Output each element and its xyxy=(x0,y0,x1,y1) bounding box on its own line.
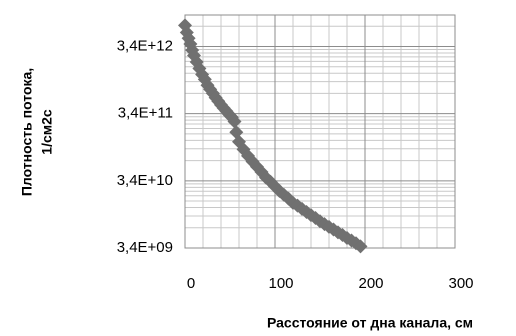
y-tick-label: 3,4E+10 xyxy=(117,172,173,189)
x-axis-title: Расстояние от дна канала, см xyxy=(267,315,473,331)
x-tick-label: 100 xyxy=(268,275,293,292)
x-tick-label: 0 xyxy=(187,275,195,292)
marker xyxy=(189,54,204,69)
marker xyxy=(353,239,368,254)
y-tick-label: 3,4E+09 xyxy=(117,239,173,256)
grid xyxy=(184,14,456,249)
labels: 0 100 200 300 3,4E+09 3,4E+10 3,4E+11 3,4E+12 xyxy=(117,37,474,292)
y-axis-title-line: Плотность потока, xyxy=(19,68,35,196)
x-tick-label: 300 xyxy=(448,275,473,292)
y-tick-label: 3,4E+12 xyxy=(117,37,173,54)
plot-frame xyxy=(184,14,456,249)
marks xyxy=(178,18,368,254)
y-axis-title-line: 1/см2с xyxy=(39,109,55,155)
x-tick-label: 200 xyxy=(358,275,383,292)
y-tick-label: 3,4E+11 xyxy=(118,105,173,122)
marker xyxy=(227,114,242,129)
